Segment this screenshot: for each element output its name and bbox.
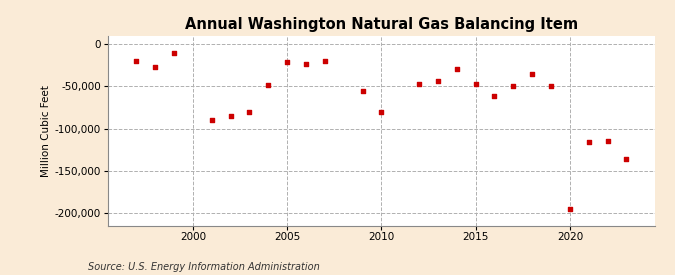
Point bbox=[376, 109, 387, 114]
Point bbox=[564, 207, 575, 212]
Point bbox=[489, 94, 500, 98]
Point bbox=[602, 139, 613, 143]
Point bbox=[621, 157, 632, 161]
Point bbox=[414, 82, 425, 86]
Point bbox=[357, 89, 368, 94]
Point bbox=[225, 114, 236, 118]
Point bbox=[150, 65, 161, 69]
Point bbox=[244, 109, 254, 114]
Point bbox=[545, 83, 556, 88]
Point bbox=[263, 82, 273, 87]
Point bbox=[281, 60, 292, 64]
Point bbox=[207, 118, 217, 122]
Point bbox=[433, 79, 443, 84]
Point bbox=[300, 61, 311, 66]
Point bbox=[583, 140, 594, 144]
Point bbox=[319, 59, 330, 63]
Point bbox=[131, 59, 142, 63]
Title: Annual Washington Natural Gas Balancing Item: Annual Washington Natural Gas Balancing … bbox=[185, 17, 578, 32]
Point bbox=[452, 67, 462, 72]
Point bbox=[508, 84, 519, 89]
Point bbox=[526, 72, 537, 76]
Point bbox=[470, 82, 481, 86]
Y-axis label: Million Cubic Feet: Million Cubic Feet bbox=[40, 85, 51, 177]
Point bbox=[169, 51, 180, 56]
Text: Source: U.S. Energy Information Administration: Source: U.S. Energy Information Administ… bbox=[88, 262, 319, 272]
